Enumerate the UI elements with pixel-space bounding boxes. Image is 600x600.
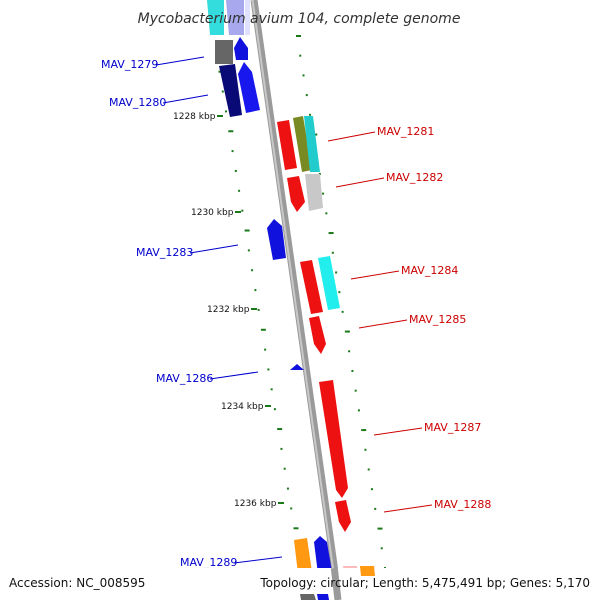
gene-leader-line [233, 556, 283, 564]
scale-ticks: 1228 kbp 1230 kbp 1232 kbp 1234 kbp 1236 kbp [173, 112, 284, 509]
gene-label-mav-1286[interactable]: MAV_1286 [156, 372, 213, 385]
gene-block [305, 174, 323, 211]
gene-block [300, 260, 323, 314]
gene-block [319, 380, 348, 498]
gene-block [335, 500, 351, 532]
footer-band [0, 568, 600, 600]
gene-block [207, 0, 224, 35]
gene-block [219, 64, 242, 117]
map-title: Mycobacterium avium 104, complete genome [138, 11, 461, 27]
gene-label-mav-1283[interactable]: MAV_1283 [136, 246, 193, 259]
gene-label-mav-1284[interactable]: MAV_1284 [401, 264, 458, 277]
gene-block [304, 116, 320, 172]
backbone [250, 0, 343, 600]
gene-block [318, 256, 340, 310]
gene-block [215, 40, 233, 64]
gene-block [294, 538, 312, 574]
gene-leader-line [335, 177, 385, 188]
gene-block [238, 62, 260, 113]
gene-block [309, 316, 326, 354]
gene-leader-line [358, 319, 408, 329]
gene-label-mav-1281[interactable]: MAV_1281 [377, 125, 434, 138]
gene-leader-line [209, 371, 259, 380]
gene-leader-line [189, 244, 239, 254]
scale-tick-label: 1230 kbp [191, 208, 234, 218]
gene-leader-line [350, 270, 400, 280]
footer-band-overlay [300, 566, 375, 600]
accession-text: Accession: NC_008595 [9, 576, 145, 590]
gene-label-mav-1279[interactable]: MAV_1279 [101, 58, 158, 71]
gene-leader-line [155, 56, 205, 66]
scale-tick-label: 1228 kbp [173, 112, 216, 122]
scale-tick-label: 1236 kbp [234, 499, 277, 509]
gene-features [207, 0, 375, 600]
gene-block [226, 0, 244, 35]
gene-labels: MAV_1279 MAV_1280 MAV_1281 MAV_1282 MAV_1283… [101, 56, 491, 569]
gene-block [293, 116, 312, 172]
gene-block [287, 176, 305, 212]
gene-label-mav-1289[interactable]: MAV_1289 [180, 556, 237, 569]
gene-block [277, 120, 297, 170]
gene-block [267, 219, 286, 260]
gene-label-mav-1285[interactable]: MAV_1285 [409, 313, 466, 326]
gene-leader-line [373, 427, 423, 436]
gene-leader-line [162, 94, 209, 104]
summary-text: Topology: circular; Length: 5,475,491 bp… [259, 576, 590, 590]
gene-label-mav-1287[interactable]: MAV_1287 [424, 421, 481, 434]
gene-block [290, 364, 304, 370]
gene-label-mav-1280[interactable]: MAV_1280 [109, 96, 166, 109]
gene-leader-line [383, 504, 433, 513]
gene-label-mav-1282[interactable]: MAV_1282 [386, 171, 443, 184]
gene-block [314, 536, 332, 574]
gene-block [234, 37, 248, 60]
dotted-tracks [212, 31, 386, 569]
gene-block [245, 0, 250, 35]
scale-tick-label: 1232 kbp [207, 305, 250, 315]
gene-label-mav-1288[interactable]: MAV_1288 [434, 498, 491, 511]
gene-leader-line [327, 131, 376, 142]
scale-tick-label: 1234 kbp [221, 402, 264, 412]
